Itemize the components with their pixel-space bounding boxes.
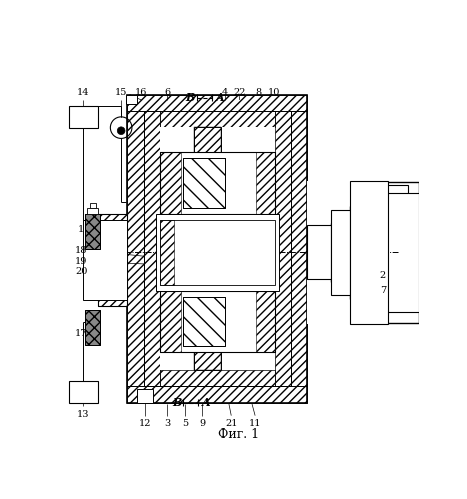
Bar [256, 152, 275, 214]
Bar [160, 152, 275, 214]
Bar [160, 291, 275, 352]
Text: A: A [215, 92, 224, 103]
Text: 18: 18 [75, 247, 87, 255]
Bar [183, 297, 225, 346]
Bar [160, 111, 275, 127]
Text: 9: 9 [199, 419, 205, 428]
Text: 7: 7 [380, 286, 386, 295]
Text: 16: 16 [135, 88, 148, 97]
Bar [160, 220, 174, 285]
Text: 13: 13 [77, 410, 90, 419]
Text: 8: 8 [255, 88, 261, 97]
Text: B: B [186, 92, 195, 103]
Text: 22: 22 [234, 88, 246, 97]
Bar [144, 111, 290, 386]
Bar [85, 214, 100, 249]
Bar [307, 181, 389, 324]
Text: 19: 19 [75, 257, 87, 266]
Bar [160, 370, 275, 386]
Text: 6: 6 [164, 88, 170, 97]
Text: 4: 4 [222, 88, 228, 97]
Bar [183, 159, 225, 208]
Text: 14: 14 [77, 88, 90, 97]
Bar [126, 94, 136, 104]
Bar [83, 220, 127, 300]
Text: 2: 2 [380, 271, 386, 280]
Bar [350, 181, 389, 324]
Bar [331, 210, 350, 295]
Bar [127, 386, 307, 403]
Bar [85, 214, 100, 249]
Text: 10: 10 [268, 88, 280, 97]
Bar [183, 159, 225, 208]
Bar [127, 94, 307, 403]
Bar [87, 208, 98, 214]
Text: A: A [202, 397, 210, 408]
Bar [350, 182, 419, 323]
Bar [160, 291, 181, 352]
Text: 20: 20 [75, 267, 87, 276]
Text: 12: 12 [139, 419, 151, 428]
Bar [256, 291, 275, 352]
Text: 11: 11 [249, 419, 262, 428]
Bar [127, 94, 307, 111]
Bar [98, 214, 127, 306]
Bar [69, 106, 98, 128]
Bar [127, 111, 144, 386]
Text: Фиг. 1: Фиг. 1 [219, 428, 260, 442]
Bar [346, 185, 408, 277]
Bar [364, 193, 419, 312]
Bar [85, 310, 100, 345]
Text: 15: 15 [115, 88, 127, 97]
Bar [144, 111, 160, 386]
Bar [98, 214, 127, 306]
Text: B: B [172, 397, 181, 408]
Bar [275, 111, 290, 386]
Text: 5: 5 [182, 419, 188, 428]
Bar [69, 381, 98, 403]
Circle shape [117, 127, 125, 135]
Bar [85, 310, 100, 345]
Text: 21: 21 [225, 419, 238, 428]
Bar [194, 127, 221, 370]
Bar [290, 111, 307, 386]
Bar [136, 389, 154, 403]
Bar [156, 214, 279, 291]
Bar [160, 152, 181, 214]
Text: 17: 17 [75, 329, 87, 338]
Bar [144, 111, 290, 386]
Bar [183, 297, 225, 346]
Text: 3: 3 [164, 419, 170, 428]
Bar [160, 127, 275, 370]
Bar [90, 203, 96, 208]
Bar [160, 220, 275, 285]
Bar [307, 226, 331, 279]
Bar [194, 127, 221, 370]
Text: 1: 1 [78, 225, 84, 234]
